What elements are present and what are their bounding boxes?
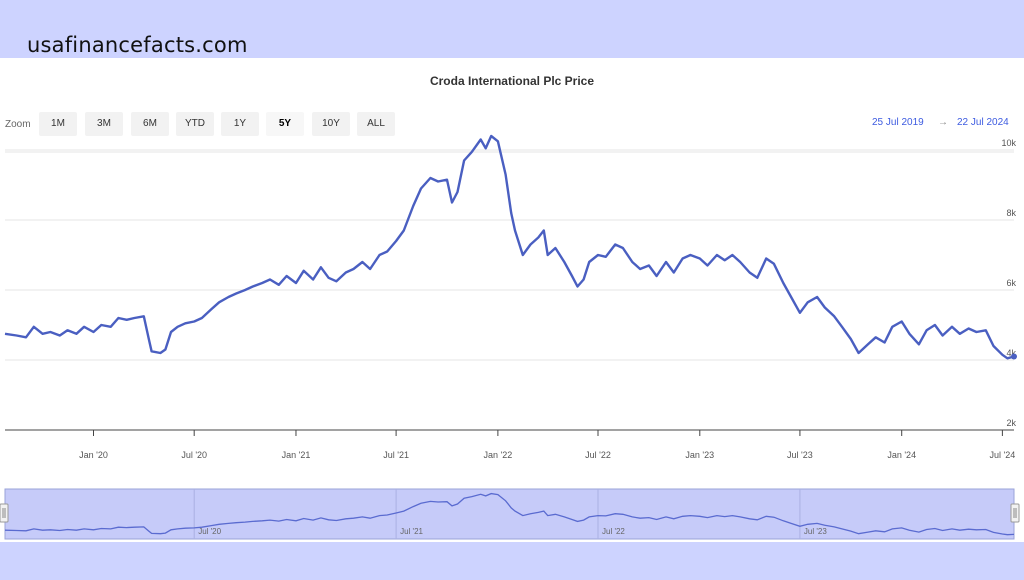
zoom-button-1m[interactable]: 1M	[39, 112, 77, 136]
zoom-label: Zoom	[5, 119, 31, 130]
navigator-tick-label: Jul '20	[198, 527, 221, 536]
range-to-input[interactable]: 22 Jul 2024	[957, 117, 1009, 128]
x-tick-label: Jan '21	[282, 450, 311, 460]
zoom-button-6m[interactable]: 6M	[131, 112, 169, 136]
zoom-button-5y[interactable]: 5Y	[266, 112, 304, 136]
x-tick-label: Jul '20	[181, 450, 207, 460]
range-from-input[interactable]: 25 Jul 2019	[872, 117, 924, 128]
navigator-handle-right[interactable]	[1010, 503, 1020, 523]
y-tick-label: 6k	[1006, 278, 1016, 288]
zoom-button-3m[interactable]: 3M	[85, 112, 123, 136]
zoom-button-10y[interactable]: 10Y	[312, 112, 350, 136]
zoom-button-all[interactable]: ALL	[357, 112, 395, 136]
last-price-marker	[1011, 353, 1017, 360]
site-name: usafinancefacts.com	[27, 33, 248, 57]
x-tick-label: Jan '23	[685, 450, 714, 460]
zoom-button-ytd[interactable]: YTD	[176, 112, 214, 136]
price-line	[4, 134, 1015, 360]
range-arrow: →	[938, 117, 948, 128]
chart-title: Croda International Plc Price	[429, 74, 595, 88]
x-tick-label: Jan '24	[887, 450, 916, 460]
navigator-tick-label: Jul '23	[804, 527, 827, 536]
y-tick-label: 4k	[1006, 348, 1016, 358]
x-tick-label: Jul '24	[990, 450, 1016, 460]
navigator-selection[interactable]	[4, 488, 1015, 540]
y-tick-label: 10k	[1001, 138, 1016, 148]
zoom-button-1y[interactable]: 1Y	[221, 112, 259, 136]
x-tick-label: Jul '21	[383, 450, 409, 460]
y-tick-label: 8k	[1006, 208, 1016, 218]
navigator-tick-label: Jul '22	[602, 527, 625, 536]
x-tick-label: Jan '20	[79, 450, 108, 460]
header-band	[0, 0, 1024, 58]
x-tick-label: Jan '22	[484, 450, 513, 460]
navigator-tick-label: Jul '21	[400, 527, 423, 536]
x-tick-label: Jul '22	[585, 450, 611, 460]
navigator-line	[4, 492, 1015, 536]
navigator-handle-left[interactable]	[0, 503, 9, 523]
y-tick-label: 2k	[1006, 418, 1016, 428]
footer-band	[0, 542, 1024, 580]
chart-panel	[0, 58, 1024, 542]
x-tick-label: Jul '23	[787, 450, 813, 460]
